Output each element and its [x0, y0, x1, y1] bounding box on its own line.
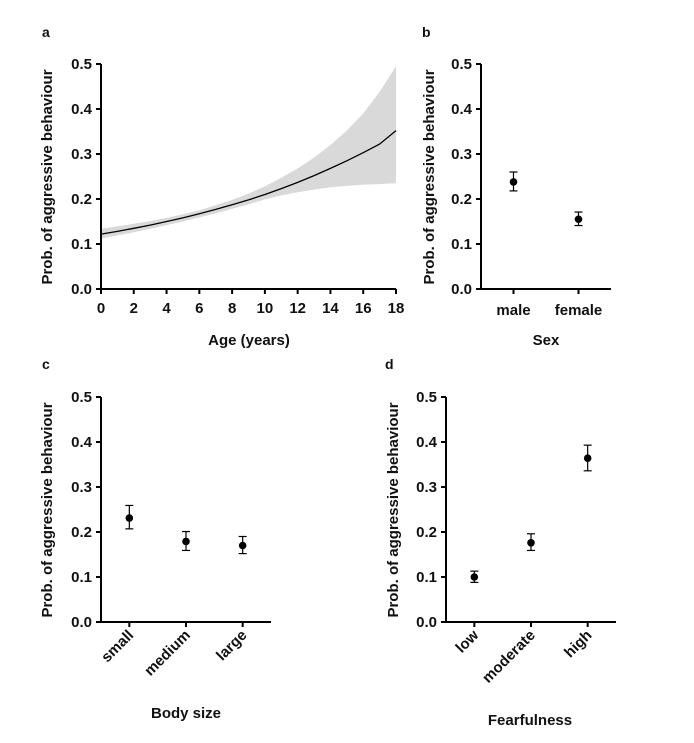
a-y-tick-label: 0.5 [71, 56, 92, 73]
a-x-tick-label: 16 [355, 300, 372, 317]
panel-a: a 0.0 0.1 0.2 0.3 0.4 0.5 0 2 4 6 8 10 12 14 16 18 Age … [39, 24, 404, 349]
c-y-tick-label: 0.3 [71, 479, 92, 496]
a-y-tick-label: 0.1 [71, 236, 92, 253]
d-y-tick-label: 0.2 [416, 524, 437, 541]
b-x-tick-label: male [496, 302, 530, 319]
d-x-tick-label: moderate [479, 627, 539, 687]
b-point [574, 215, 583, 224]
c-y-tick-label: 0.4 [71, 434, 93, 451]
a-ci-band [101, 66, 396, 239]
a-y-axis-title: Prob. of aggressive behaviour [39, 69, 56, 284]
c-x-tick-label: large [213, 627, 250, 664]
b-y-tick-label: 0.4 [451, 101, 473, 118]
d-points [470, 444, 592, 584]
c-x-tick-label: small [98, 627, 137, 666]
a-x-tick-label: 4 [162, 300, 171, 317]
a-x-axis-title: Age (years) [208, 332, 290, 349]
a-line-series [100, 130, 397, 235]
a-x-tick-label: 10 [257, 300, 274, 317]
d-x-tick-label: high [561, 627, 595, 661]
panel-c: c 0.0 0.1 0.2 0.3 0.4 0.5 small medium large Bod… [39, 356, 271, 722]
b-y-tick-label: 0.0 [451, 281, 472, 298]
a-y-tick-label: 0.4 [71, 101, 93, 118]
a-y-tick-label: 0.2 [71, 191, 92, 208]
b-x-axis-title: Sex [533, 332, 560, 349]
panel-c-label: c [42, 356, 50, 372]
c-x-tick-label: medium [141, 627, 194, 680]
c-y-tick-label: 0.1 [71, 569, 92, 586]
a-x-tick-label: 8 [228, 300, 236, 317]
d-y-tick-label: 0.0 [416, 614, 437, 631]
a-y-tick-label: 0.0 [71, 281, 92, 298]
d-y-axis-title: Prob. of aggressive behaviour [385, 402, 402, 617]
panel-d-label: d [385, 356, 394, 372]
b-x-tick-label: female [555, 302, 603, 319]
b-y-tick-label: 0.2 [451, 191, 472, 208]
c-points [125, 504, 247, 555]
d-y-tick-label: 0.3 [416, 479, 437, 496]
a-confidence-band [101, 66, 396, 239]
panel-b-label: b [422, 24, 431, 40]
b-y-tick-label: 0.3 [451, 146, 472, 163]
a-x-tick-label: 12 [289, 300, 306, 317]
d-y-tick-label: 0.1 [416, 569, 437, 586]
a-y-tick-label: 0.3 [71, 146, 92, 163]
a-x-tick-label: 0 [97, 300, 105, 317]
d-point [527, 539, 535, 547]
a-x-tick-label: 6 [195, 300, 203, 317]
panel-b: b 0.0 0.1 0.2 0.3 0.4 0.5 male female Sex Prob.… [421, 24, 611, 349]
d-point [583, 454, 592, 463]
c-y-tick-label: 0.5 [71, 389, 92, 406]
b-y-tick-label: 0.5 [451, 56, 472, 73]
d-x-tick-label: low [452, 627, 482, 657]
c-x-axis-title: Body size [151, 705, 221, 722]
b-axes: 0.0 0.1 0.2 0.3 0.4 0.5 male female [451, 56, 611, 319]
b-point [509, 178, 518, 186]
c-point [182, 537, 190, 546]
c-y-tick-label: 0.0 [71, 614, 92, 631]
a-fitted-line [100, 130, 397, 235]
d-y-tick-label: 0.5 [416, 389, 437, 406]
c-point [238, 541, 247, 550]
c-point [125, 514, 134, 522]
a-x-tick-label: 14 [322, 300, 339, 317]
b-y-tick-label: 0.1 [451, 236, 472, 253]
b-points [509, 171, 583, 227]
a-x-tick-label: 2 [130, 300, 138, 317]
a-x-tick-label: 18 [388, 300, 405, 317]
d-x-axis-title: Fearfulness [488, 712, 572, 729]
c-y-axis-title: Prob. of aggressive behaviour [39, 402, 56, 617]
c-y-tick-label: 0.2 [71, 524, 92, 541]
panel-a-label: a [42, 24, 50, 40]
c-axes: 0.0 0.1 0.2 0.3 0.4 0.5 small medium large [71, 389, 271, 679]
a-axes: 0.0 0.1 0.2 0.3 0.4 0.5 0 2 4 6 8 10 12 14 16 18 [71, 56, 404, 317]
d-point [470, 573, 479, 581]
d-y-tick-label: 0.4 [416, 434, 438, 451]
b-y-axis-title: Prob. of aggressive behaviour [421, 69, 438, 284]
